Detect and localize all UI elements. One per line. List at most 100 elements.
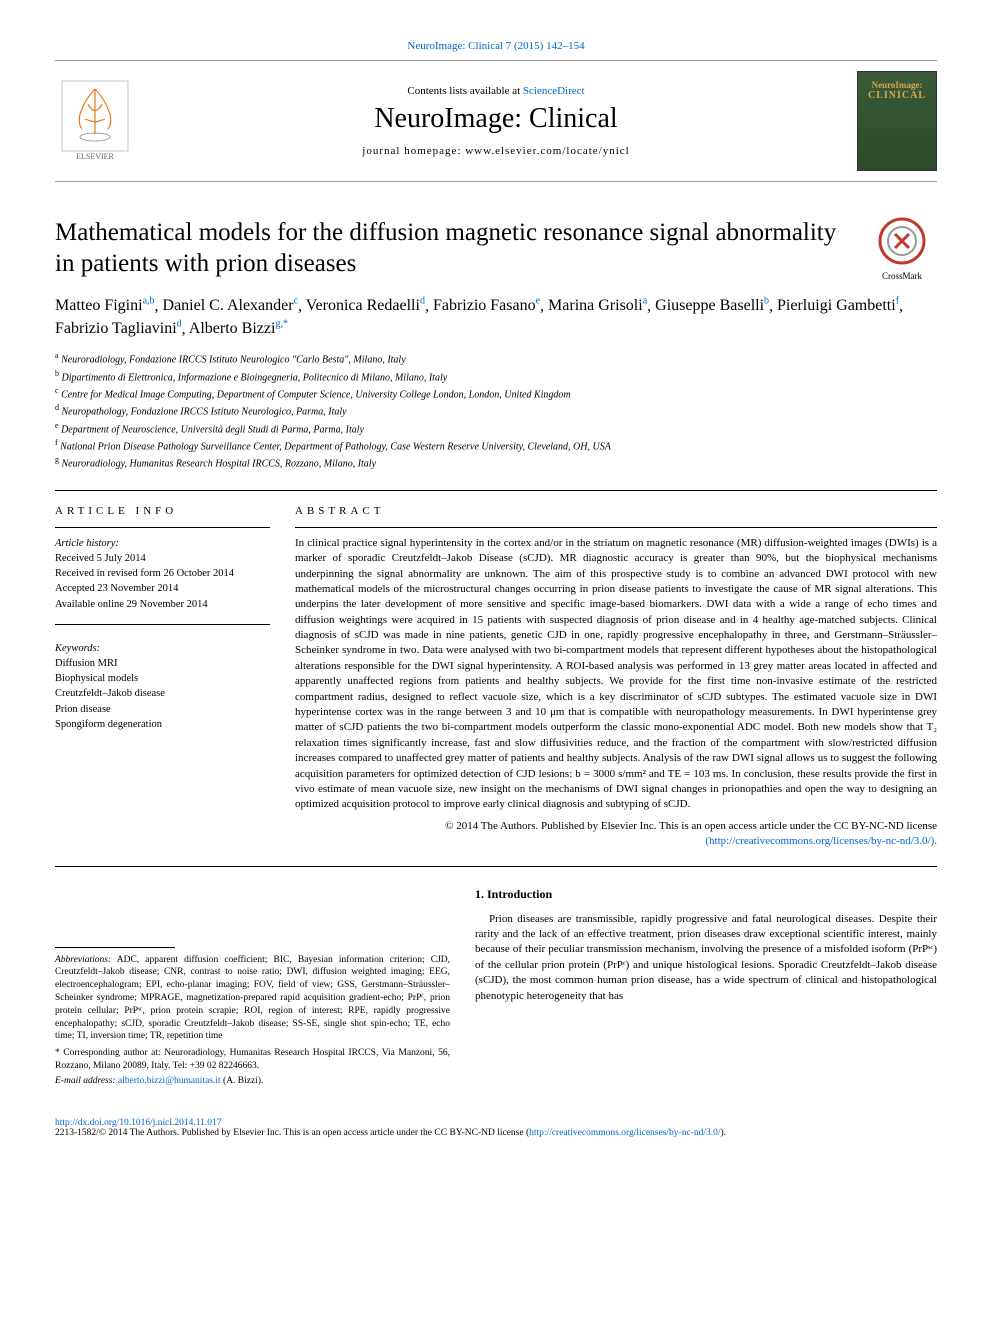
elsevier-tree-icon: ELSEVIER [60,79,130,164]
divider-2 [55,866,937,867]
divider-1 [55,490,937,491]
affil-sup: e [55,421,59,430]
author-affil-sup: c [294,296,298,307]
elsevier-logo: ELSEVIER [55,76,135,166]
keyword: Diffusion MRI [55,656,270,671]
keywords-label: Keywords: [55,641,270,656]
affiliation: f National Prion Disease Pathology Surve… [55,437,937,454]
bottom-bar: http://dx.doi.org/10.1016/j.nicl.2014.11… [55,1118,937,1138]
author: Fabrizio Fasanoe [433,297,540,314]
abbreviations-text: ADC, apparent diffusion coefficient; BIC… [55,955,450,1042]
keyword: Prion disease [55,702,270,717]
abstract-divider [295,527,937,528]
article-history: Article history: Received 5 July 2014 Re… [55,536,270,612]
affil-sup: f [55,438,58,447]
affil-sup: b [55,369,59,378]
affil-sup: d [55,403,59,412]
author: Matteo Figinia,b [55,297,155,314]
keyword: Biophysical models [55,671,270,686]
info-abstract-row: ARTICLE INFO Article history: Received 5… [55,505,937,850]
crossmark-label: CrossMark [867,271,937,281]
author-affil-sup: a [643,296,647,307]
email-link[interactable]: alberto.bizzi@humanitas.it [118,1076,221,1086]
doi-line: http://dx.doi.org/10.1016/j.nicl.2014.11… [55,1118,937,1128]
affiliation: g Neuroradiology, Humanitas Research Hos… [55,454,937,471]
abstract-column: ABSTRACT In clinical practice signal hyp… [295,505,937,850]
info-divider [55,527,270,528]
abstract-text: In clinical practice signal hyperintensi… [295,536,937,813]
journal-header-bar: ELSEVIER Contents lists available at Sci… [55,60,937,182]
affiliation: a Neuroradiology, Fondazione IRCCS Istit… [55,350,937,367]
affil-sup: g [55,455,59,464]
history-label: Article history: [55,536,270,551]
footnotes-column: Abbreviations: ADC, apparent diffusion c… [55,887,475,1088]
keyword: Creutzfeldt–Jakob disease [55,686,270,701]
citation-link[interactable]: NeuroImage: Clinical 7 (2015) 142–154 [407,40,584,52]
keywords-block: Keywords: Diffusion MRIBiophysical model… [55,641,270,732]
author: Fabrizio Tagliavinid [55,320,182,337]
contents-line: Contents lists available at ScienceDirec… [135,85,857,97]
affil-sup: a [55,351,59,360]
accepted-date: Accepted 23 November 2014 [55,581,270,596]
author: Veronica Redaellid [306,297,425,314]
header-center: Contents lists available at ScienceDirec… [135,85,857,157]
online-date: Available online 29 November 2014 [55,597,270,612]
journal-name: NeuroImage: Clinical [135,103,857,135]
bottom-license-line: 2213-1582/© 2014 The Authors. Published … [55,1128,937,1138]
affiliation: d Neuropathology, Fondazione IRCCS Istit… [55,402,937,419]
intro-heading: 1. Introduction [475,887,937,902]
author-affil-sup: g,* [275,319,288,330]
sciencedirect-link[interactable]: ScienceDirect [523,85,585,97]
journal-cover: NeuroImage: CLINICAL [857,71,937,171]
intro-body: Prion diseases are transmissible, rapidl… [475,912,937,1004]
author-affil-sup: e [536,296,540,307]
corresponding-footnote: * Corresponding author at: Neuroradiolog… [55,1047,450,1073]
author-affil-sup: d [420,296,425,307]
license-suffix: ). [721,1128,727,1138]
title-row: Mathematical models for the diffusion ma… [55,217,937,281]
abstract-heading: ABSTRACT [295,505,937,517]
author-affil-sup: a,b [143,296,155,307]
corresponding-label: * Corresponding author at: [55,1048,161,1058]
author: Pierluigi Gambettif [777,297,899,314]
abbreviations-footnote: Abbreviations: ADC, apparent diffusion c… [55,954,450,1044]
email-footnote: E-mail address: alberto.bizzi@humanitas.… [55,1075,450,1088]
copyright-line: © 2014 The Authors. Published by Elsevie… [295,819,937,850]
footnote-divider [55,947,175,948]
authors-list: Matteo Figinia,b, Daniel C. Alexanderc, … [55,295,937,340]
affil-sup: c [55,386,59,395]
email-suffix: (A. Bizzi). [223,1076,263,1086]
revised-date: Received in revised form 26 October 2014 [55,566,270,581]
keywords-divider [55,624,270,625]
author: Giuseppe Basellib [655,297,769,314]
journal-page: NeuroImage: Clinical 7 (2015) 142–154 EL… [0,0,992,1168]
top-citation-link: NeuroImage: Clinical 7 (2015) 142–154 [55,40,937,52]
article-info-heading: ARTICLE INFO [55,505,270,517]
article-title: Mathematical models for the diffusion ma… [55,217,847,280]
crossmark-badge[interactable]: CrossMark [867,217,937,281]
author: Daniel C. Alexanderc [163,297,299,314]
keyword: Spongiform degeneration [55,717,270,732]
journal-homepage: journal homepage: www.elsevier.com/locat… [135,145,857,157]
copyright-text: © 2014 The Authors. Published by Elsevie… [445,820,937,832]
author-affil-sup: d [177,319,182,330]
author: Marina Grisolia [548,297,647,314]
bottom-license-link[interactable]: http://creativecommons.org/licenses/by-n… [529,1128,720,1138]
intro-section: Abbreviations: ADC, apparent diffusion c… [55,887,937,1088]
affiliation: e Department of Neuroscience, Università… [55,420,937,437]
affiliation: c Centre for Medical Image Computing, De… [55,385,937,402]
article-info-column: ARTICLE INFO Article history: Received 5… [55,505,295,850]
affiliations-list: a Neuroradiology, Fondazione IRCCS Istit… [55,350,937,471]
crossmark-icon [878,217,926,265]
journal-cover-image: NeuroImage: CLINICAL [857,71,937,171]
affiliation: b Dipartimento di Elettronica, Informazi… [55,368,937,385]
license-text: 2213-1582/© 2014 The Authors. Published … [55,1128,529,1138]
author-affil-sup: f [896,296,899,307]
received-date: Received 5 July 2014 [55,551,270,566]
email-label: E-mail address: [55,1076,116,1086]
cover-text-1: NeuroImage: [872,80,923,90]
contents-prefix: Contents lists available at [407,85,522,97]
license-link[interactable]: (http://creativecommons.org/licenses/by-… [705,835,937,847]
keywords-list: Diffusion MRIBiophysical modelsCreutzfel… [55,656,270,732]
doi-link[interactable]: http://dx.doi.org/10.1016/j.nicl.2014.11… [55,1118,222,1128]
